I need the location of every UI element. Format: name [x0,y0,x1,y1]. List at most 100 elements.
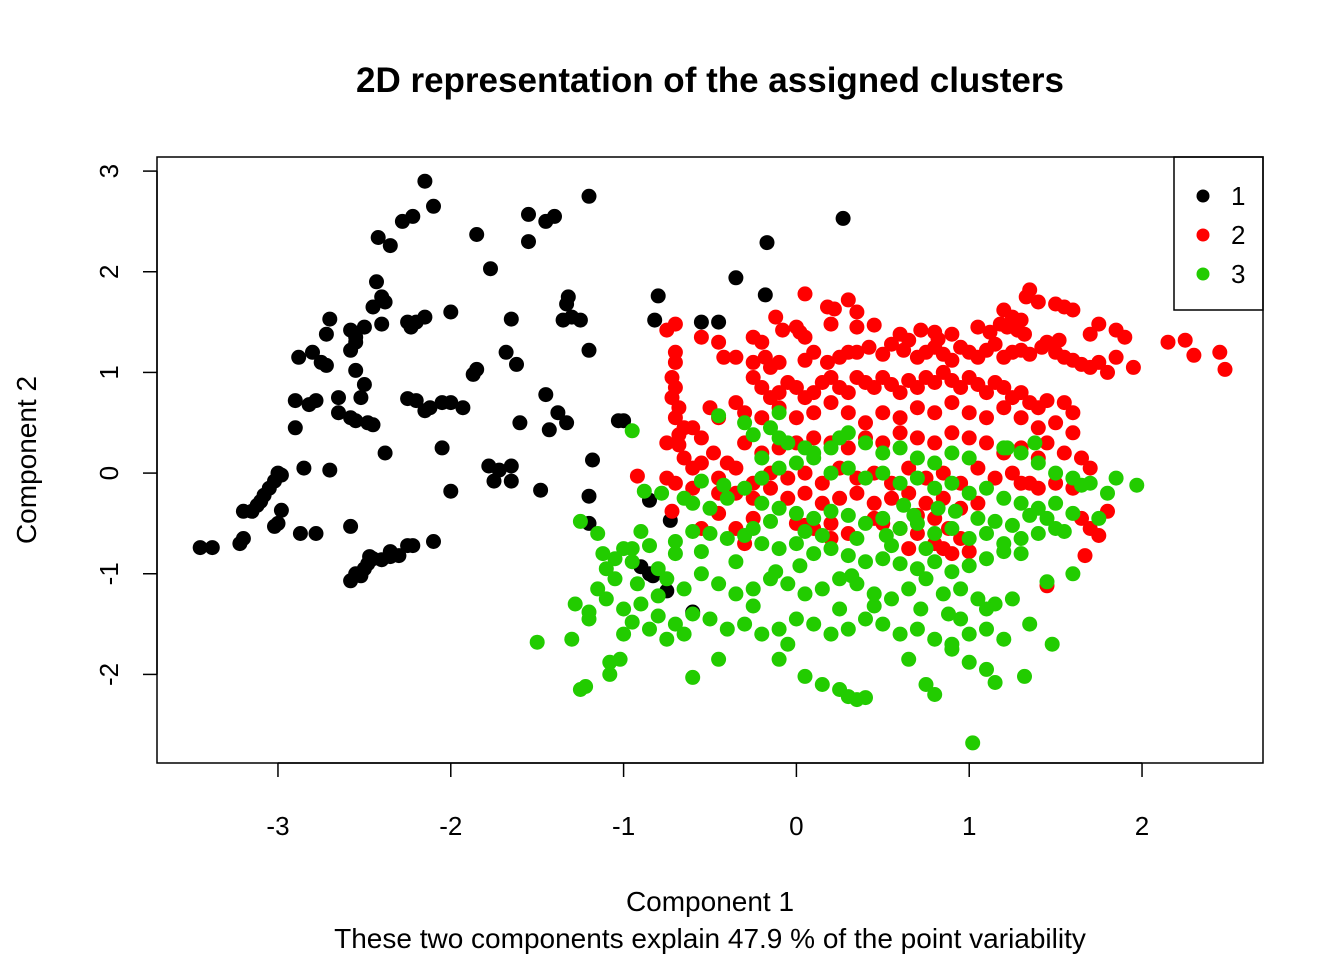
data-point [840,440,856,456]
data-point [754,450,770,466]
data-point [823,440,839,456]
data-point [541,422,557,438]
data-point [305,344,320,360]
data-point [1017,668,1032,684]
data-point [550,405,566,421]
data-point [849,319,865,335]
data-point [826,301,842,317]
data-point [927,687,943,702]
data-point [987,470,1003,486]
data-point [322,311,338,327]
data-point [840,548,856,564]
data-point [408,393,424,409]
data-point [394,213,410,229]
data-point [590,581,606,597]
data-point [1048,465,1064,481]
data-point [377,445,393,461]
data-point [192,540,208,556]
data-point [944,326,960,342]
data-point [823,395,839,411]
data-point [944,475,960,491]
data-point [754,536,770,552]
x-axis: -3 -2 -1 0 1 2 [266,762,1149,841]
data-point [745,370,761,385]
data-point [1091,316,1107,332]
data-point [348,413,364,429]
data-point [892,521,908,536]
data-point [944,641,960,657]
data-point [961,654,977,670]
data-point [711,576,727,592]
data-point [374,316,390,332]
data-point [633,596,649,612]
data-point [1065,405,1081,421]
data-point [806,430,822,446]
data-point [875,551,891,567]
data-point [616,413,632,429]
x-tick-label: 2 [1135,811,1149,841]
data-point [884,591,899,607]
data-point [944,425,960,441]
data-point [901,581,917,597]
data-point [1013,410,1029,426]
data-point [788,380,804,395]
data-point [602,654,618,670]
data-point [858,470,873,486]
data-point [979,551,994,567]
data-point [866,586,882,602]
data-point [866,317,882,333]
data-point [768,564,784,580]
data-point [1013,445,1029,461]
data-point [737,480,753,496]
data-point [788,611,804,627]
data-point [607,551,623,567]
data-point [1039,510,1055,526]
data-point [970,510,986,526]
data-point [840,405,856,421]
data-point [503,473,519,489]
data-point [244,503,260,519]
data-point [780,470,796,486]
data-point [426,534,441,549]
data-point [965,735,981,751]
series-2 [629,282,1233,594]
data-point [711,314,727,330]
data-point [896,497,912,513]
data-point [970,495,986,511]
data-point [806,344,822,360]
data-point [1065,505,1081,521]
data-point [664,503,680,519]
data-point [771,385,787,401]
data-point [835,210,851,226]
data-point [844,568,860,584]
data-point [892,475,908,491]
data-point [711,651,727,667]
data-point [356,377,372,392]
data-point [823,370,839,385]
data-point [771,460,787,476]
data-point [1018,289,1034,305]
data-point [671,437,687,453]
data-point [823,465,839,481]
data-point [1177,332,1193,348]
data-point [1125,359,1141,375]
data-point [944,521,960,536]
data-point [1048,495,1064,511]
data-point [728,395,744,411]
x-tick-label: -3 [266,811,289,841]
y-tick-label: 1 [94,365,124,379]
data-point [892,410,908,426]
data-point [840,507,856,523]
data-point [806,510,822,526]
data-point [961,485,977,501]
x-tick-label: -1 [612,811,635,841]
data-point [685,420,701,436]
points-layer [192,173,1233,751]
data-point [745,427,761,443]
data-point [1048,415,1064,431]
data-point [797,286,813,302]
data-point [443,483,459,499]
data-point [667,354,683,370]
data-point [788,410,804,426]
data-point [1004,517,1020,533]
